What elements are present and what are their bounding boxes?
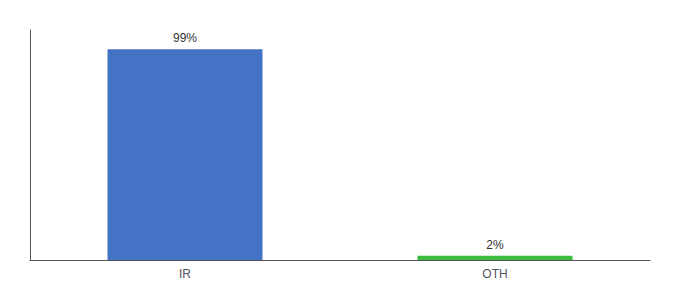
svg-text:OTH: OTH bbox=[482, 267, 507, 281]
svg-text:IR: IR bbox=[179, 267, 191, 281]
svg-text:2%: 2% bbox=[486, 238, 504, 252]
svg-text:99%: 99% bbox=[173, 31, 197, 45]
